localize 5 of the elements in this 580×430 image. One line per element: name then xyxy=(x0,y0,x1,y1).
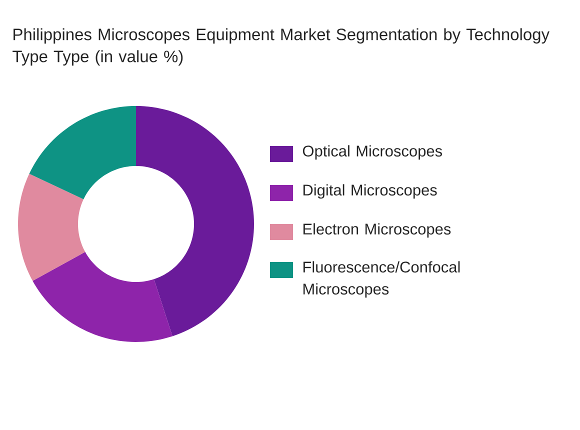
legend-label: Optical Microscopes xyxy=(302,145,442,160)
legend-label: Digital Microscopes xyxy=(303,184,437,199)
legend-label: Electron Microscopes xyxy=(303,223,451,238)
legend-label: Fluorescence/Confocal Microscopes xyxy=(303,261,460,298)
chart-title: Philippines Microscopes Equipment Market Segmentation by Technology Type Type (in value %) xyxy=(12,28,550,66)
